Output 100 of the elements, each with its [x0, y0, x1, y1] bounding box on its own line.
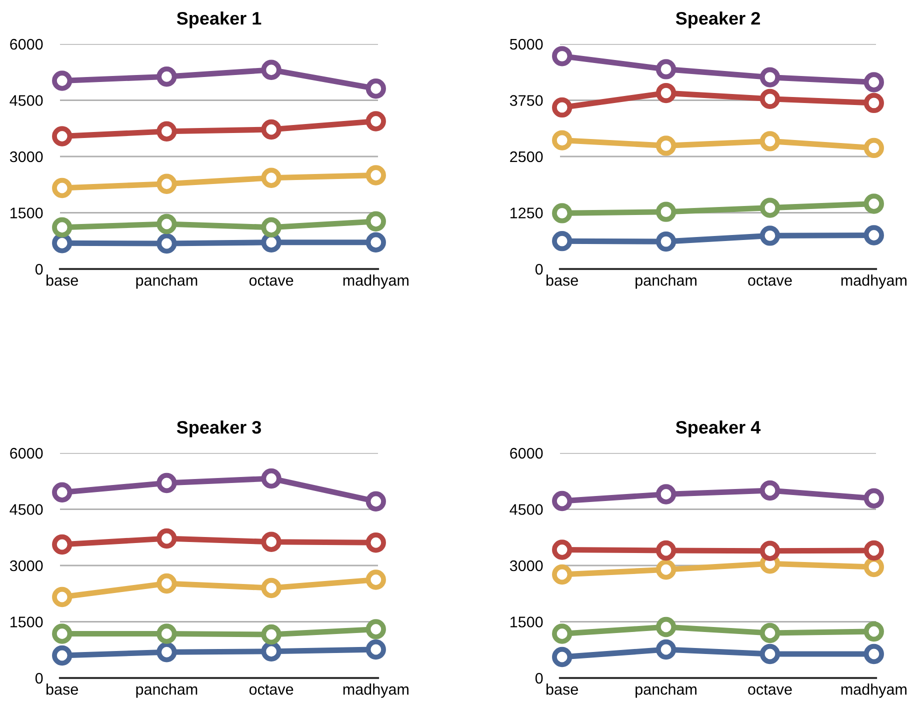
point — [656, 540, 676, 561]
point — [552, 564, 572, 585]
point — [366, 532, 386, 553]
point — [261, 60, 282, 80]
point — [156, 174, 177, 194]
point — [656, 202, 676, 222]
point — [864, 621, 884, 642]
point — [552, 46, 572, 66]
x-tick-label: madhyam — [343, 684, 408, 698]
point — [261, 641, 282, 662]
point — [760, 67, 780, 88]
y-tick-label: 4500 — [510, 504, 543, 515]
point — [864, 92, 884, 114]
x-tick-label: pancham — [636, 274, 696, 289]
point — [760, 226, 780, 246]
point — [864, 225, 884, 246]
x-tick-label: madhyam — [343, 274, 408, 289]
point — [366, 165, 386, 186]
chart-title: Speaker 4 — [676, 420, 761, 438]
y-tick-label: 6000 — [10, 448, 43, 459]
point — [552, 203, 572, 224]
point — [52, 586, 72, 608]
y-tick-label: 6000 — [10, 38, 43, 50]
point — [366, 211, 386, 232]
y-tick-label: 3000 — [10, 560, 43, 572]
x-tick-label: octave — [249, 684, 294, 695]
point — [52, 645, 72, 666]
x-tick-label: pancham — [136, 274, 198, 289]
y-tick-label: 0 — [35, 672, 43, 684]
point — [261, 217, 282, 238]
point — [156, 66, 177, 87]
point — [52, 624, 72, 644]
point — [156, 642, 177, 662]
point — [552, 540, 572, 560]
point — [156, 214, 177, 234]
chart-title: Speaker 2 — [676, 11, 760, 28]
y-tick-label: 2500 — [510, 151, 543, 162]
point — [156, 573, 177, 594]
y-tick-label: 6000 — [510, 448, 543, 459]
point — [656, 59, 676, 80]
point — [760, 88, 780, 109]
point — [760, 480, 780, 501]
point — [656, 82, 676, 104]
point — [552, 231, 572, 252]
x-tick-label: base — [46, 684, 78, 695]
point — [261, 578, 282, 598]
point — [656, 484, 676, 504]
x-tick-label: madhyam — [841, 274, 906, 289]
chart-title: Speaker 3 — [176, 420, 262, 438]
y-tick-label: 4500 — [10, 504, 43, 515]
x-tick-label: pancham — [636, 684, 696, 698]
x-tick-label: base — [46, 274, 78, 286]
point — [52, 534, 72, 555]
point — [52, 233, 72, 254]
y-tick-label: 0 — [535, 264, 543, 275]
point — [760, 622, 780, 644]
y-tick-label: 3000 — [510, 560, 543, 572]
point — [52, 70, 72, 91]
point — [552, 130, 572, 150]
point — [552, 624, 572, 644]
point — [366, 491, 386, 512]
x-tick-label: octave — [748, 684, 792, 695]
point — [864, 540, 884, 561]
point — [864, 138, 884, 158]
point — [261, 532, 282, 552]
x-tick-label: base — [546, 274, 578, 286]
point — [156, 472, 177, 494]
y-tick-label: 1250 — [510, 208, 543, 218]
y-tick-label: 5000 — [510, 38, 543, 50]
point — [366, 111, 386, 132]
chart-title: Speaker 1 — [176, 11, 262, 28]
point — [760, 198, 780, 218]
y-tick-label: 0 — [535, 672, 543, 684]
point — [552, 97, 572, 118]
point — [864, 194, 884, 214]
point — [156, 121, 177, 142]
point — [864, 644, 884, 664]
point — [261, 119, 282, 140]
point — [760, 131, 780, 152]
y-tick-label: 1500 — [510, 616, 543, 628]
point — [366, 570, 386, 590]
point — [656, 616, 676, 638]
point — [366, 78, 386, 99]
x-tick-label: pancham — [136, 684, 198, 698]
point — [261, 168, 282, 188]
point — [864, 556, 884, 578]
point — [261, 468, 282, 489]
point — [52, 482, 72, 502]
point — [864, 72, 884, 92]
point — [261, 624, 282, 645]
y-tick-label: 0 — [35, 264, 43, 275]
point — [864, 488, 884, 508]
point — [366, 232, 386, 252]
point — [156, 233, 177, 254]
point — [656, 231, 676, 252]
point — [760, 644, 780, 664]
y-tick-label: 4500 — [10, 95, 43, 106]
point — [656, 639, 676, 660]
point — [552, 490, 572, 512]
point — [656, 560, 676, 580]
